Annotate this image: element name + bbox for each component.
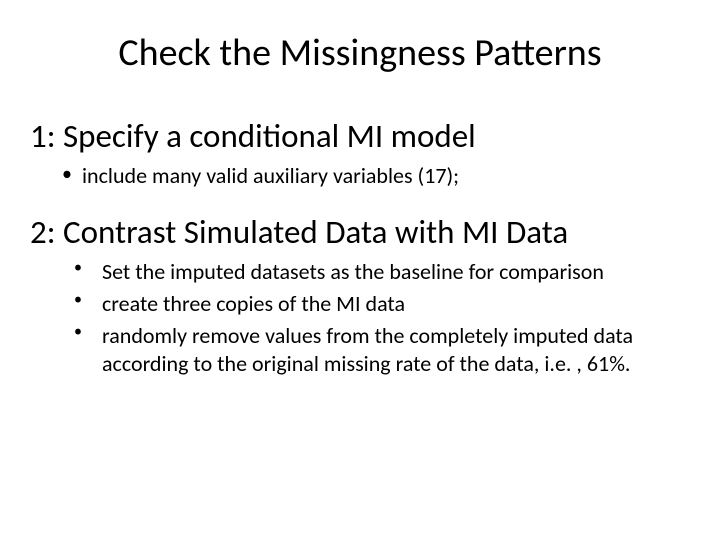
list-item: include many valid auxiliary variables (… [82, 162, 690, 190]
section-1-list: include many valid auxiliary variables (… [30, 162, 690, 190]
section-1-heading: 1: Specify a conditional MI model [30, 116, 690, 156]
section-2-list: Set the imputed datasets as the baseline… [30, 258, 690, 379]
slide: Check the Missingness Patterns 1: Specif… [0, 0, 720, 540]
list-item: create three copies of the MI data [102, 290, 690, 318]
list-item: randomly remove values from the complete… [102, 322, 690, 378]
section-2-heading: 2: Contrast Simulated Data with MI Data [30, 212, 690, 252]
slide-title: Check the Missingness Patterns [30, 30, 690, 76]
list-item: Set the imputed datasets as the baseline… [102, 258, 690, 286]
